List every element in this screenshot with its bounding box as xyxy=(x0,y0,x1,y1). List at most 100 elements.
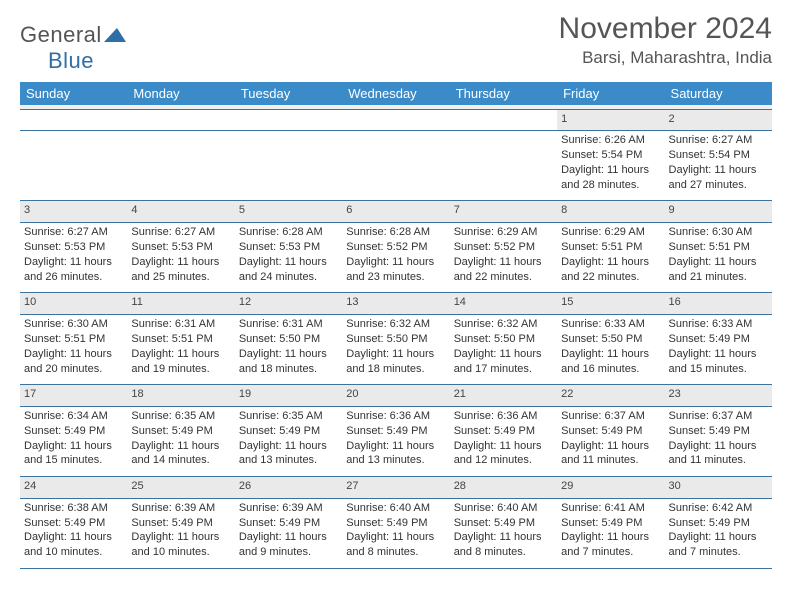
sunrise-text: Sunrise: 6:37 AM xyxy=(561,409,660,424)
daylight-text: and 22 minutes. xyxy=(454,270,553,285)
daylight-text: Daylight: 11 hours xyxy=(454,347,553,362)
sunrise-text: Sunrise: 6:33 AM xyxy=(669,317,768,332)
day-data-row: Sunrise: 6:30 AMSunset: 5:51 PMDaylight:… xyxy=(20,315,772,385)
title-block: November 2024 Barsi, Maharashtra, India xyxy=(559,12,772,68)
sunset-text: Sunset: 5:51 PM xyxy=(24,332,123,347)
sunrise-text: Sunrise: 6:26 AM xyxy=(561,133,660,148)
day-data-cell xyxy=(342,131,449,201)
sunset-text: Sunset: 5:53 PM xyxy=(131,240,230,255)
day-data-cell: Sunrise: 6:28 AMSunset: 5:53 PMDaylight:… xyxy=(235,223,342,293)
sunrise-text: Sunrise: 6:27 AM xyxy=(669,133,768,148)
day-data-cell: Sunrise: 6:38 AMSunset: 5:49 PMDaylight:… xyxy=(20,498,127,568)
day-data-cell: Sunrise: 6:37 AMSunset: 5:49 PMDaylight:… xyxy=(557,406,664,476)
month-title: November 2024 xyxy=(559,12,772,46)
sunset-text: Sunset: 5:49 PM xyxy=(24,516,123,531)
day-data-row: Sunrise: 6:26 AMSunset: 5:54 PMDaylight:… xyxy=(20,131,772,201)
day-data-cell: Sunrise: 6:30 AMSunset: 5:51 PMDaylight:… xyxy=(20,315,127,385)
daylight-text: Daylight: 11 hours xyxy=(131,255,230,270)
day-data-cell: Sunrise: 6:32 AMSunset: 5:50 PMDaylight:… xyxy=(342,315,449,385)
day-data-cell: Sunrise: 6:39 AMSunset: 5:49 PMDaylight:… xyxy=(235,498,342,568)
sunrise-text: Sunrise: 6:42 AM xyxy=(669,501,768,516)
daylight-text: and 16 minutes. xyxy=(561,362,660,377)
day-number-cell: 2 xyxy=(665,109,772,131)
sunset-text: Sunset: 5:51 PM xyxy=(131,332,230,347)
daylight-text: and 28 minutes. xyxy=(561,178,660,193)
day-data-cell: Sunrise: 6:31 AMSunset: 5:50 PMDaylight:… xyxy=(235,315,342,385)
sunset-text: Sunset: 5:51 PM xyxy=(669,240,768,255)
sunset-text: Sunset: 5:50 PM xyxy=(561,332,660,347)
day-data-cell: Sunrise: 6:29 AMSunset: 5:51 PMDaylight:… xyxy=(557,223,664,293)
day-data-cell xyxy=(20,131,127,201)
daylight-text: and 27 minutes. xyxy=(669,178,768,193)
daylight-text: Daylight: 11 hours xyxy=(239,530,338,545)
day-number-row: 17181920212223 xyxy=(20,385,772,407)
sunset-text: Sunset: 5:49 PM xyxy=(669,516,768,531)
sunset-text: Sunset: 5:49 PM xyxy=(454,424,553,439)
day-number-cell: 3 xyxy=(20,201,127,223)
sunrise-text: Sunrise: 6:40 AM xyxy=(454,501,553,516)
daylight-text: and 22 minutes. xyxy=(561,270,660,285)
sunset-text: Sunset: 5:49 PM xyxy=(561,516,660,531)
day-data-cell xyxy=(450,131,557,201)
sunrise-text: Sunrise: 6:28 AM xyxy=(239,225,338,240)
daylight-text: Daylight: 11 hours xyxy=(454,255,553,270)
daylight-text: and 7 minutes. xyxy=(669,545,768,560)
sunrise-text: Sunrise: 6:36 AM xyxy=(454,409,553,424)
day-number-cell: 9 xyxy=(665,201,772,223)
day-data-cell: Sunrise: 6:42 AMSunset: 5:49 PMDaylight:… xyxy=(665,498,772,568)
daylight-text: Daylight: 11 hours xyxy=(561,163,660,178)
daylight-text: and 23 minutes. xyxy=(346,270,445,285)
sunset-text: Sunset: 5:49 PM xyxy=(239,516,338,531)
sunrise-text: Sunrise: 6:27 AM xyxy=(131,225,230,240)
day-number-cell: 28 xyxy=(450,476,557,498)
daylight-text: Daylight: 11 hours xyxy=(561,347,660,362)
daylight-text: and 9 minutes. xyxy=(239,545,338,560)
sunset-text: Sunset: 5:49 PM xyxy=(346,516,445,531)
daylight-text: Daylight: 11 hours xyxy=(131,347,230,362)
daylight-text: Daylight: 11 hours xyxy=(24,530,123,545)
day-number-cell: 27 xyxy=(342,476,449,498)
day-number-cell: 19 xyxy=(235,385,342,407)
day-number-cell: 4 xyxy=(127,201,234,223)
day-header: Tuesday xyxy=(235,82,342,105)
day-number-cell: 17 xyxy=(20,385,127,407)
day-data-cell: Sunrise: 6:27 AMSunset: 5:53 PMDaylight:… xyxy=(127,223,234,293)
sunset-text: Sunset: 5:52 PM xyxy=(454,240,553,255)
daylight-text: and 21 minutes. xyxy=(669,270,768,285)
day-number-row: 12 xyxy=(20,109,772,131)
daylight-text: Daylight: 11 hours xyxy=(24,347,123,362)
daylight-text: Daylight: 11 hours xyxy=(24,255,123,270)
daylight-text: and 26 minutes. xyxy=(24,270,123,285)
day-data-cell: Sunrise: 6:30 AMSunset: 5:51 PMDaylight:… xyxy=(665,223,772,293)
day-number-cell: 18 xyxy=(127,385,234,407)
sunrise-text: Sunrise: 6:38 AM xyxy=(24,501,123,516)
daylight-text: Daylight: 11 hours xyxy=(669,255,768,270)
daylight-text: Daylight: 11 hours xyxy=(131,530,230,545)
day-data-cell: Sunrise: 6:27 AMSunset: 5:53 PMDaylight:… xyxy=(20,223,127,293)
location-subtitle: Barsi, Maharashtra, India xyxy=(559,48,772,68)
daylight-text: Daylight: 11 hours xyxy=(346,347,445,362)
day-number-cell: 23 xyxy=(665,385,772,407)
daylight-text: Daylight: 11 hours xyxy=(239,255,338,270)
sunrise-text: Sunrise: 6:28 AM xyxy=(346,225,445,240)
daylight-text: and 19 minutes. xyxy=(131,362,230,377)
day-data-cell: Sunrise: 6:35 AMSunset: 5:49 PMDaylight:… xyxy=(127,406,234,476)
day-number-cell: 26 xyxy=(235,476,342,498)
sunset-text: Sunset: 5:50 PM xyxy=(346,332,445,347)
day-data-cell: Sunrise: 6:36 AMSunset: 5:49 PMDaylight:… xyxy=(450,406,557,476)
sunset-text: Sunset: 5:53 PM xyxy=(24,240,123,255)
daylight-text: Daylight: 11 hours xyxy=(239,347,338,362)
daylight-text: and 20 minutes. xyxy=(24,362,123,377)
daylight-text: Daylight: 11 hours xyxy=(561,530,660,545)
sunrise-text: Sunrise: 6:27 AM xyxy=(24,225,123,240)
day-number-cell: 22 xyxy=(557,385,664,407)
day-data-cell xyxy=(235,131,342,201)
daylight-text: Daylight: 11 hours xyxy=(454,530,553,545)
sunrise-text: Sunrise: 6:36 AM xyxy=(346,409,445,424)
daylight-text: and 17 minutes. xyxy=(454,362,553,377)
day-number-cell: 14 xyxy=(450,293,557,315)
sunrise-text: Sunrise: 6:32 AM xyxy=(454,317,553,332)
daylight-text: Daylight: 11 hours xyxy=(131,439,230,454)
day-number-cell: 1 xyxy=(557,109,664,131)
day-number-cell: 6 xyxy=(342,201,449,223)
